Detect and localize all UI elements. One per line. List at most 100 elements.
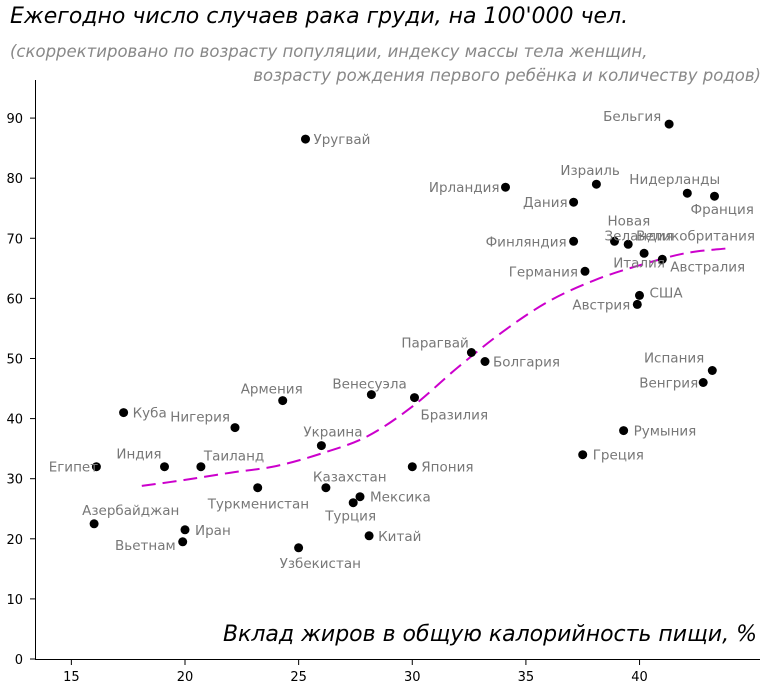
point-label: Италия: [613, 255, 665, 271]
data-point: [301, 134, 310, 144]
data-points: [89, 119, 719, 553]
y-tick-label: 30: [6, 473, 23, 488]
y-tick-label: 20: [6, 533, 23, 548]
point-label: Австрия: [572, 297, 630, 313]
point-label: Болгария: [493, 355, 560, 371]
data-point: [91, 462, 101, 472]
x-tick-label: 35: [518, 670, 535, 685]
data-point: [196, 462, 206, 472]
data-point: [632, 299, 642, 309]
point-label: Украина: [303, 425, 362, 441]
point-label: Нидерланды: [629, 172, 720, 188]
point-label: Иран: [195, 523, 231, 539]
data-point: [89, 519, 99, 529]
data-point: [119, 408, 129, 418]
point-label: Мексика: [370, 490, 431, 506]
data-point: [639, 248, 649, 258]
data-point: [294, 543, 304, 553]
point-label: Куба: [133, 406, 167, 422]
point-label: Новая Зеландия: [605, 213, 674, 244]
x-tick-label: 40: [631, 670, 648, 685]
data-point: [253, 483, 263, 493]
data-point: [366, 390, 376, 400]
point-label: Бразилия: [421, 408, 489, 424]
point-label: Венесуэла: [332, 377, 406, 393]
data-point: [610, 236, 619, 246]
point-label: Бельгия: [603, 109, 661, 125]
x-tick-label: 30: [404, 670, 421, 685]
tick-labels: 0 10 20 30 40 50 60 70 80 90 15 20 25 30 35 40: [6, 112, 647, 685]
data-point: [316, 441, 326, 451]
point-label: Армения: [241, 382, 303, 398]
point-label: Греция: [593, 448, 644, 464]
y-tick-label: 90: [6, 112, 23, 127]
chart-subtitle-line2: возрасту рождения первого ребёнка и коли…: [253, 66, 761, 85]
data-point: [178, 537, 188, 547]
x-axis-label: Вклад жиров в общую калорийность пищи, %: [222, 622, 757, 647]
data-point: [355, 492, 365, 502]
data-point: [707, 366, 717, 375]
x-tick-label: 25: [290, 670, 307, 685]
point-label: Румыния: [634, 424, 697, 440]
point-label: Испания: [644, 351, 704, 367]
point-label: Уругвай: [314, 132, 371, 148]
y-tick-label: 70: [6, 232, 23, 247]
point-label: Вьетнам: [115, 538, 176, 554]
chart-subtitle-line1: (скорректировано по возрасту популяции, …: [10, 42, 648, 61]
y-tick-label: 10: [6, 593, 23, 608]
data-point: [710, 191, 719, 201]
data-point: [278, 396, 288, 406]
point-label: Нигерия: [170, 410, 230, 426]
point-label: Япония: [421, 460, 473, 476]
point-label: Азербайджан: [82, 503, 179, 519]
data-point: [160, 462, 169, 472]
point-label: Китай: [378, 529, 421, 545]
data-point: [230, 423, 240, 433]
point-label: Франция: [691, 202, 754, 218]
data-point: [580, 266, 590, 276]
data-point: [682, 188, 692, 198]
data-point: [569, 236, 579, 246]
data-point: [698, 378, 708, 387]
data-point: [321, 483, 331, 493]
data-point: [657, 254, 667, 264]
data-point: [180, 525, 190, 535]
data-point: [410, 393, 419, 403]
data-point: [623, 239, 633, 249]
data-point: [619, 426, 629, 436]
point-label: Индия: [116, 447, 161, 463]
data-point: [635, 290, 644, 300]
point-label: Таиланд: [203, 449, 264, 465]
point-label: Израиль: [560, 163, 620, 179]
point-label: Ирландия: [429, 180, 500, 196]
y-tick-label: 40: [6, 413, 23, 428]
point-label: Казахстан: [313, 470, 387, 486]
data-point: [466, 348, 476, 357]
point-label: Турция: [324, 509, 376, 525]
point-label: Германия: [509, 264, 578, 280]
chart-title: Ежегодно число случаев рака груди, на 10…: [10, 4, 629, 29]
point-label: Парагвай: [401, 336, 468, 352]
point-label: Австралия: [670, 259, 745, 275]
x-tick-label: 20: [177, 670, 194, 685]
point-label: США: [650, 285, 684, 301]
point-label: Египет: [49, 460, 99, 476]
point-label: Туркменистан: [207, 497, 309, 513]
point-label: Дания: [523, 195, 568, 211]
point-label: Финляндия: [486, 234, 567, 250]
point-label: Венгрия: [639, 376, 698, 392]
y-tick-label: 80: [6, 172, 23, 187]
y-tick-label: 60: [6, 292, 23, 307]
trend-line: [141, 247, 727, 487]
data-point: [664, 119, 674, 129]
y-tick-label: 50: [6, 352, 23, 367]
data-point: [569, 197, 579, 207]
data-point: [364, 531, 374, 541]
data-point: [407, 462, 417, 472]
axis-ticks: [30, 117, 641, 665]
point-label: Узбекистан: [280, 556, 361, 572]
point-label: Великобритания: [636, 228, 755, 244]
data-point: [348, 498, 358, 508]
data-point: [578, 450, 588, 460]
